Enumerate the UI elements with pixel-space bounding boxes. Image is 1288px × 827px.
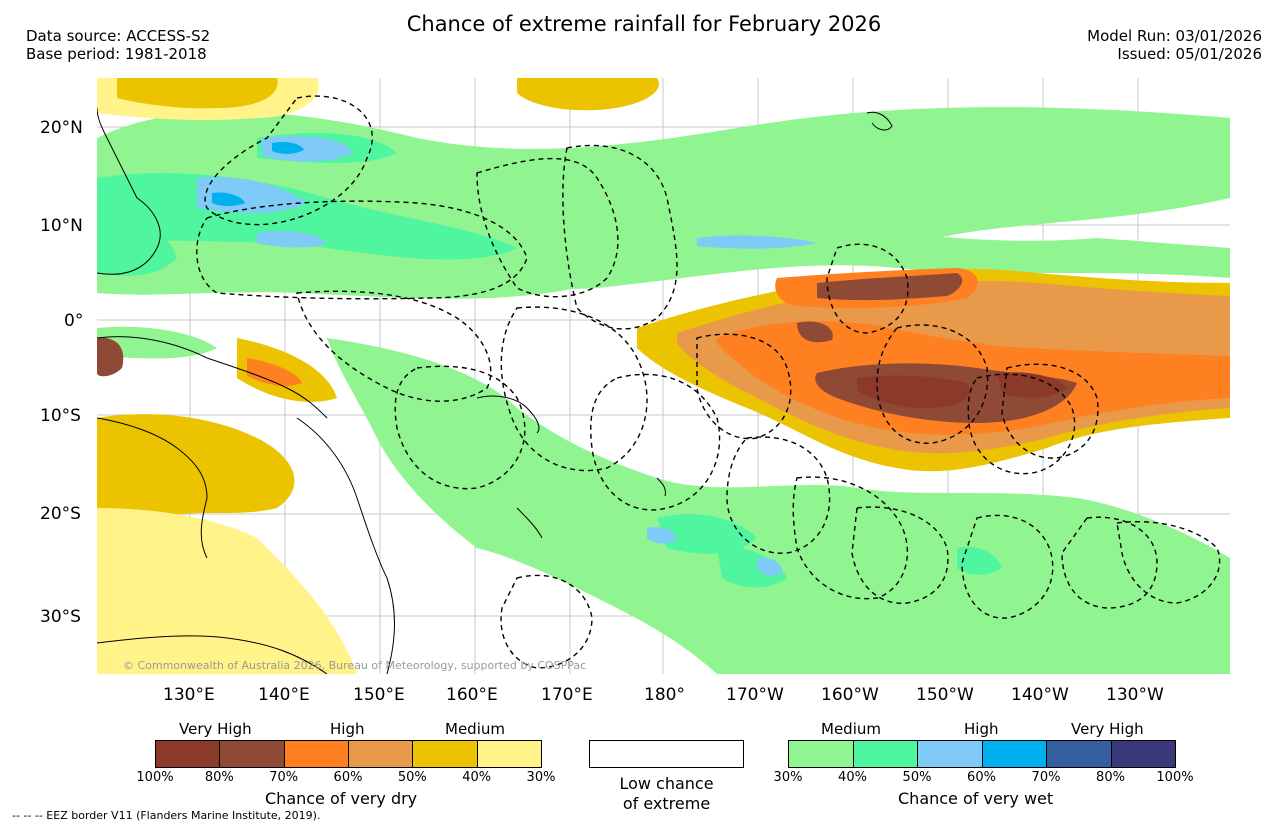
eez-borders	[196, 95, 1221, 669]
wet-tick-label: 60%	[967, 770, 996, 785]
lon-label: 130°W	[1106, 685, 1164, 705]
lat-label: 20°S	[40, 504, 81, 524]
lon-label: 130°E	[163, 685, 215, 705]
lon-label: 150°E	[353, 685, 405, 705]
dry-tick-label: 100%	[136, 770, 174, 785]
dry-swatch-5	[477, 741, 541, 767]
eez-note: -- -- -- EEZ border V11 (Flanders Marine…	[12, 809, 321, 822]
lon-label: 180°	[644, 685, 685, 705]
lon-label: 150°W	[916, 685, 974, 705]
wet-legend-label: Chance of very wet	[898, 789, 1054, 808]
dry-tick-label: 60%	[333, 770, 363, 785]
wet-tick-label: 40%	[838, 770, 867, 785]
lat-label: 10°S	[40, 406, 81, 426]
base-period: Base period: 1981-2018	[26, 45, 207, 63]
dry-tick-label: 30%	[526, 770, 556, 785]
low-chance-line2: of extreme	[622, 794, 711, 813]
lon-label: 160°E	[446, 685, 498, 705]
low-chance-line1: Low chance	[619, 774, 714, 793]
page-title: Chance of extreme rainfall for February …	[406, 12, 882, 36]
wet-swatch-2	[918, 741, 983, 767]
dry-swatch-3	[348, 741, 414, 767]
wet-category-high: High	[964, 720, 999, 738]
dry-legend-label: Chance of very dry	[265, 789, 418, 808]
rainfall-map[interactable]: © Commonwealth of Australia 2026, Bureau…	[97, 78, 1230, 674]
wet-shading	[97, 107, 1230, 674]
wet-swatch-1	[853, 741, 918, 767]
lon-label: 170°W	[726, 685, 784, 705]
lat-label: 30°S	[40, 607, 81, 627]
lat-label: 0°	[64, 311, 84, 331]
wet-swatch-5	[1111, 741, 1175, 767]
dry-tick-label: 70%	[269, 770, 299, 785]
wet-category-very-high: Very High	[1071, 720, 1144, 738]
dry-shading	[97, 78, 1230, 674]
copyright-notice: © Commonwealth of Australia 2026, Bureau…	[123, 659, 587, 672]
coastlines	[97, 107, 893, 674]
wet-tick-label: 30%	[773, 770, 803, 785]
wet-tick-label: 100%	[1156, 770, 1194, 785]
map-canvas	[97, 78, 1230, 674]
dry-swatch-2	[284, 741, 349, 767]
wet-swatch-3	[982, 741, 1047, 767]
lon-label: 160°W	[821, 685, 879, 705]
dry-swatch-0	[156, 741, 221, 767]
dry-colorbar	[155, 740, 542, 768]
wet-tick-label: 80%	[1096, 770, 1125, 785]
dry-tick-label: 80%	[204, 770, 234, 785]
dry-swatch-1	[220, 741, 285, 767]
model-run: Model Run: 03/01/2026	[1087, 27, 1262, 45]
wet-swatch-4	[1047, 741, 1112, 767]
dry-tick-label: 40%	[462, 770, 492, 785]
dry-swatch-4	[413, 741, 478, 767]
dry-category-high: High	[330, 720, 365, 738]
lon-label: 140°W	[1011, 685, 1069, 705]
wet-colorbar	[788, 740, 1176, 768]
lon-label: 170°E	[541, 685, 593, 705]
wet-category-medium: Medium	[821, 720, 881, 738]
issued-date: Issued: 05/01/2026	[1117, 45, 1262, 63]
dry-tick-label: 50%	[397, 770, 427, 785]
data-source: Data source: ACCESS-S2	[26, 27, 211, 45]
wet-tick-label: 70%	[1031, 770, 1061, 785]
lon-label: 140°E	[258, 685, 310, 705]
dry-category-very-high: Very High	[179, 720, 252, 738]
wet-swatch-0	[789, 741, 854, 767]
dry-category-medium: Medium	[445, 720, 505, 738]
lat-label: 20°N	[40, 118, 83, 138]
wet-tick-label: 50%	[902, 770, 932, 785]
lat-label: 10°N	[40, 216, 83, 236]
low-chance-swatch	[589, 740, 744, 768]
